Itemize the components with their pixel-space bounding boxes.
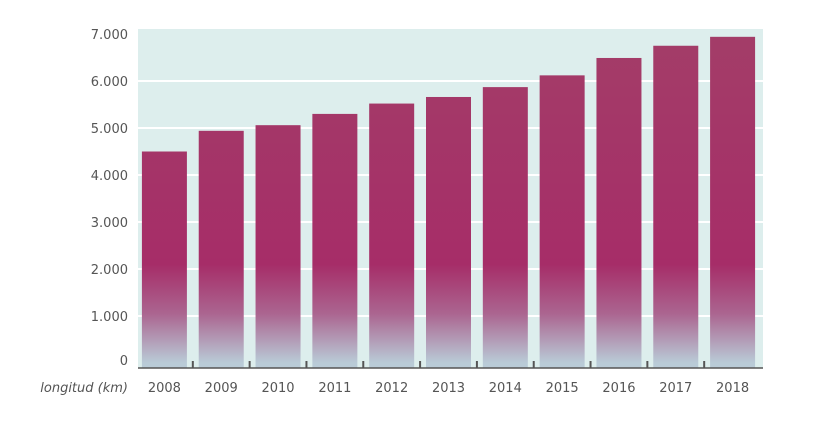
bar <box>141 151 187 368</box>
bar <box>255 125 301 369</box>
y-tick-label: 3.000 <box>91 216 128 231</box>
bar <box>539 75 585 369</box>
y-tick-label: 2.000 <box>91 263 128 278</box>
y-tick-label: 4.000 <box>91 169 128 184</box>
x-axis-label: longitud (km) <box>40 381 128 396</box>
bar <box>596 57 642 368</box>
bar <box>710 36 756 368</box>
x-tick-label: 2008 <box>148 381 181 396</box>
x-tick-label: 2014 <box>489 381 522 396</box>
bar <box>198 130 244 368</box>
x-tick-label: 2017 <box>659 381 692 396</box>
x-tick-label: 2018 <box>716 381 749 396</box>
bar <box>312 113 358 369</box>
x-tick-label: 2012 <box>375 381 408 396</box>
bar <box>653 45 699 368</box>
x-tick-label: 2016 <box>602 381 635 396</box>
y-tick-label: 7.000 <box>91 28 128 43</box>
x-tick-label: 2009 <box>205 381 238 396</box>
y-tick-label: 6.000 <box>91 75 128 90</box>
bar <box>369 103 415 368</box>
x-tick-label: 2013 <box>432 381 465 396</box>
bar <box>426 96 471 368</box>
x-tick-label: 2010 <box>261 381 294 396</box>
y-tick-label: 0 <box>120 354 128 369</box>
x-tick-label: 2011 <box>318 381 351 396</box>
x-tick-label: 2015 <box>546 381 579 396</box>
y-tick-label: 5.000 <box>91 122 128 137</box>
y-tick-label: 1.000 <box>91 310 128 325</box>
bar <box>482 87 528 369</box>
